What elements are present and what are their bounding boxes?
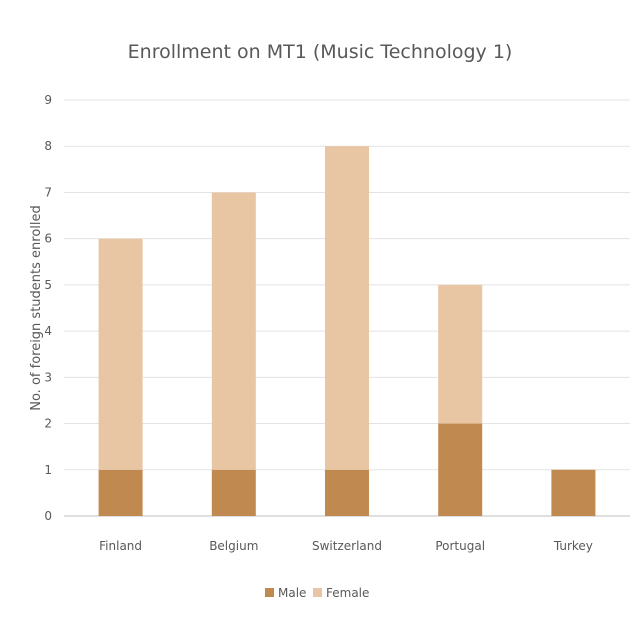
y-tick-label: 4: [44, 324, 52, 338]
y-tick-label: 6: [44, 232, 52, 246]
y-tick-label: 0: [44, 509, 52, 523]
bars: [98, 146, 596, 516]
bar-female-switzerland: [325, 146, 369, 470]
x-tick-label: Belgium: [209, 539, 258, 553]
y-tick-label: 5: [44, 278, 52, 292]
x-tick-label: Finland: [99, 539, 142, 553]
y-tick-label: 2: [44, 417, 52, 431]
legend-swatch-male: [265, 588, 274, 597]
bar-female-finland: [98, 238, 143, 470]
y-tick-label: 9: [44, 93, 52, 107]
y-tick-label: 3: [44, 370, 52, 384]
bar-male-finland: [98, 469, 143, 516]
x-tick-label: Turkey: [553, 539, 593, 553]
bar-female-portugal: [438, 284, 483, 424]
legend-label: Female: [326, 586, 369, 600]
bar-male-belgium: [211, 469, 256, 516]
y-axis-label: No. of foreign students enrolled: [29, 205, 44, 411]
bar-male-switzerland: [325, 469, 369, 516]
chart-title: Enrollment on MT1 (Music Technology 1): [128, 41, 513, 63]
bar-male-portugal: [438, 423, 483, 516]
y-axis-ticks: 0 1 2 3 4 5 6 7 8 9: [44, 93, 52, 523]
bar-male-turkey: [551, 469, 596, 516]
y-tick-label: 8: [44, 139, 52, 153]
legend-label: Male: [278, 586, 306, 600]
x-axis-ticks: Finland Belgium Switzerland Portugal Turkey: [99, 539, 593, 553]
legend: Male Female: [265, 586, 369, 600]
x-tick-label: Portugal: [435, 539, 485, 553]
bar-female-belgium: [211, 192, 256, 470]
x-tick-label: Switzerland: [312, 539, 382, 553]
y-tick-label: 7: [44, 185, 52, 199]
legend-swatch-female: [313, 588, 322, 597]
y-tick-label: 1: [44, 463, 52, 477]
